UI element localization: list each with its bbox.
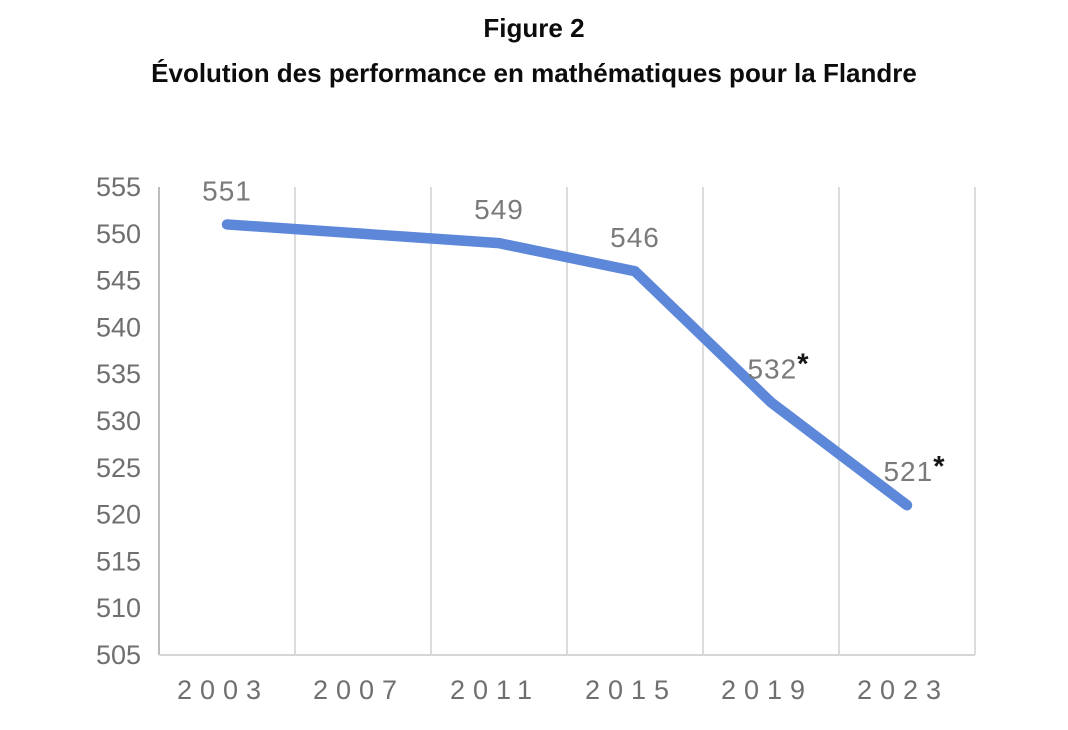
y-axis-label: 555 xyxy=(96,172,141,202)
x-axis-label: 2007 xyxy=(313,675,405,705)
trend-line xyxy=(221,219,913,511)
y-axis-label: 550 xyxy=(96,219,141,249)
chart-title: Évolution des performance en mathématiqu… xyxy=(151,58,917,88)
figure-label: Figure 2 xyxy=(483,13,585,43)
y-axis-label: 535 xyxy=(96,359,141,389)
significance-asterisk: * xyxy=(797,348,809,380)
significance-asterisk: * xyxy=(933,451,945,483)
y-axis-label: 515 xyxy=(96,546,141,576)
y-axis-label: 525 xyxy=(96,453,141,483)
x-axis-label: 2019 xyxy=(721,675,813,705)
y-axis-label: 520 xyxy=(96,500,141,530)
y-axis-label: 540 xyxy=(96,312,141,342)
x-axis-label: 2011 xyxy=(450,675,540,705)
data-label: 546 xyxy=(610,222,660,253)
data-label: 532* xyxy=(747,348,809,384)
x-axis-label: 2023 xyxy=(857,675,949,705)
x-axis-label: 2015 xyxy=(585,675,677,705)
y-axis-label: 530 xyxy=(96,406,141,436)
y-axis-label: 545 xyxy=(96,266,141,296)
data-label: 551 xyxy=(202,175,252,206)
data-label: 549 xyxy=(474,194,524,225)
y-axis-label: 505 xyxy=(96,640,141,670)
x-axis-label: 2003 xyxy=(177,675,269,705)
y-axis-label: 510 xyxy=(96,593,141,623)
data-label: 521* xyxy=(883,451,945,487)
